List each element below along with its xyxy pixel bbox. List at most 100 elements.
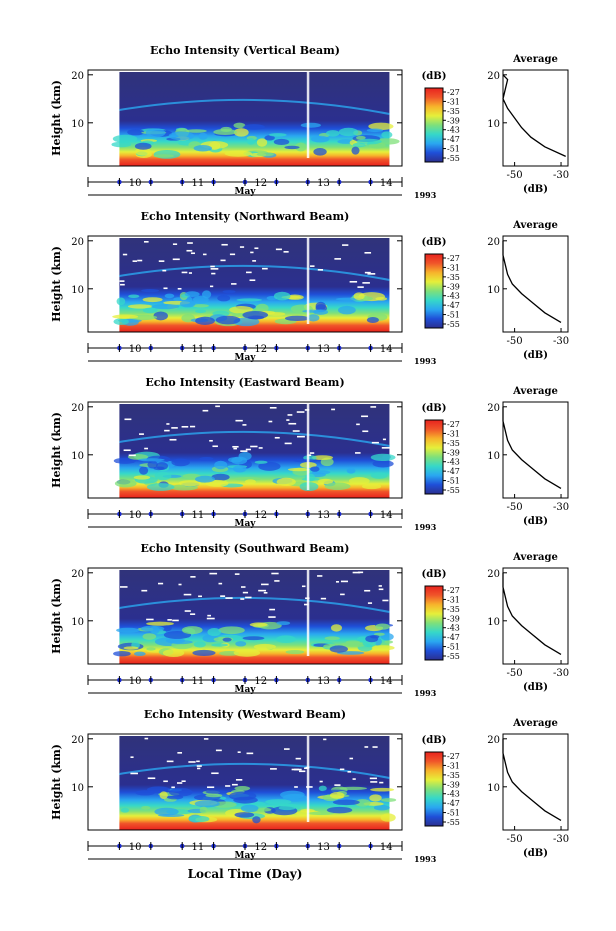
echo-feature	[113, 318, 129, 326]
missing-data-speck	[310, 265, 315, 267]
colorbar-tick-label: -43	[447, 292, 460, 301]
colorbar-tick-label: -51	[447, 145, 460, 154]
missing-data-speck	[190, 576, 196, 578]
plot-frame	[87, 69, 403, 167]
month-label: May	[234, 851, 256, 861]
echo-feature	[195, 475, 216, 483]
echo-feature	[273, 138, 290, 146]
missing-data-speck	[254, 247, 259, 250]
missing-data-speck	[123, 449, 131, 452]
missing-data-speck	[261, 583, 269, 586]
colorbar-tick-label: -51	[447, 477, 460, 486]
echo-feature	[356, 138, 382, 145]
missing-data-speck	[317, 575, 323, 577]
average-profile-line	[502, 406, 562, 489]
panel-5: Echo Intensity (Westward Beam) 10 20 Height…	[50, 708, 569, 864]
missing-data-speck	[206, 617, 215, 620]
echo-feature	[339, 786, 368, 790]
echo-feature	[133, 475, 151, 480]
echo-feature	[220, 126, 232, 132]
x-tick-label: 13	[317, 842, 330, 853]
average-frame	[502, 401, 569, 499]
month-label: May	[234, 519, 256, 529]
echo-feature	[380, 813, 396, 822]
missing-data-speck	[229, 253, 236, 256]
colorbar	[424, 751, 444, 827]
panel-4: Echo Intensity (Southward Beam) 10 20 Heigh…	[50, 542, 569, 698]
echo-feature	[112, 314, 139, 319]
missing-data-speck	[296, 411, 305, 413]
echo-feature	[222, 637, 232, 642]
echo-feature	[233, 649, 261, 657]
echo-feature	[211, 473, 230, 481]
missing-data-speck	[382, 599, 389, 602]
colorbar-tick-label: -27	[447, 586, 460, 595]
average-frame	[502, 235, 569, 333]
x-tick-label: 10	[129, 842, 142, 853]
colorbar-tick-label: -39	[447, 448, 460, 457]
colorbar-tick-label: -39	[447, 116, 460, 125]
missing-data-speck	[269, 608, 276, 611]
echo-feature	[185, 129, 207, 133]
x-tick-label: 12	[254, 178, 267, 189]
echo-feature	[243, 124, 265, 130]
echo-feature	[370, 472, 388, 479]
echo-feature	[127, 129, 145, 136]
echo-feature	[135, 790, 155, 796]
colorbar	[424, 87, 444, 163]
panel-title: Echo Intensity (Northward Beam)	[141, 210, 350, 223]
echo-feature	[242, 636, 265, 641]
y-tick-label: 20	[71, 71, 84, 82]
average-x-tick-label: -30	[553, 502, 569, 513]
echo-feature	[278, 805, 296, 811]
missing-data-speck	[347, 771, 352, 773]
missing-data-speck	[211, 272, 216, 275]
colorbar-tick-label: -39	[447, 780, 460, 789]
missing-data-speck	[119, 586, 128, 588]
missing-data-speck	[146, 618, 154, 621]
average-title: Average	[512, 718, 558, 729]
echo-feature	[164, 293, 175, 299]
echo-feature	[351, 146, 360, 155]
missing-data-speck	[370, 406, 377, 408]
plot-frame	[87, 733, 403, 831]
colorbar-tick-label: -35	[447, 605, 460, 614]
average-y-tick-label: 20	[487, 735, 500, 746]
colorbar-tick-label: -35	[447, 107, 460, 116]
plot-frame	[87, 401, 403, 499]
echo-feature	[192, 649, 216, 656]
colorbar-tick-label: -27	[447, 752, 460, 761]
echo-layer-arc	[119, 264, 390, 281]
missing-data-speck	[196, 760, 200, 763]
y-axis-label: Height (km)	[50, 412, 63, 488]
x-tick-label: 10	[129, 344, 142, 355]
echo-feature	[310, 135, 330, 143]
average-title: Average	[512, 220, 558, 231]
echo-feature	[195, 309, 207, 314]
missing-data-speck	[250, 445, 258, 448]
average-y-tick-label: 10	[487, 119, 500, 130]
month-label: May	[234, 685, 256, 695]
echo-feature	[188, 815, 210, 823]
colorbar-tick-label: -51	[447, 809, 460, 818]
missing-data-speck	[304, 603, 309, 606]
echo-feature	[346, 467, 356, 474]
echo-feature	[345, 640, 361, 644]
missing-data-speck	[357, 571, 364, 574]
echo-feature	[240, 804, 259, 813]
missing-data-speck	[364, 252, 372, 254]
average-x-tick-label: -30	[553, 170, 569, 181]
echo-feature	[307, 811, 335, 815]
missing-data-speck	[263, 591, 268, 594]
echo-feature	[207, 628, 222, 637]
missing-data-speck	[218, 582, 223, 585]
colorbar-tick-label: -43	[447, 458, 460, 467]
colorbar-unit: (dB)	[422, 403, 447, 414]
colorbar-unit: (dB)	[422, 71, 447, 82]
y-tick-label: 20	[71, 735, 84, 746]
echo-feature	[373, 632, 385, 636]
echo-feature	[153, 154, 175, 158]
colorbar-unit: (dB)	[422, 735, 447, 746]
echo-feature	[380, 798, 397, 802]
colorbar-tick-label: -55	[447, 652, 460, 661]
